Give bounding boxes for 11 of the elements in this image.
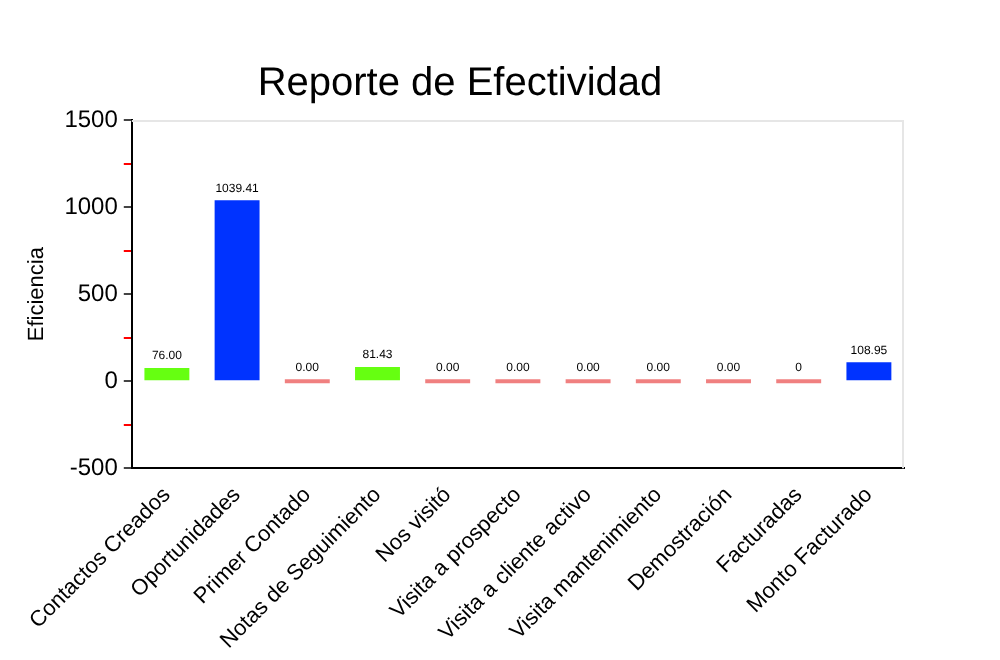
- y-tick-label: 0: [104, 365, 119, 394]
- y-axis-title: Eficiencia: [25, 245, 50, 342]
- chart-title: Reporte de Efectividad: [257, 61, 663, 106]
- bar: [214, 200, 260, 381]
- y-tick-label: 500: [77, 278, 119, 307]
- bar: [846, 362, 892, 381]
- y-tick-label: 1000: [64, 191, 119, 220]
- bar: [144, 367, 190, 381]
- y-tick-label: 1500: [64, 104, 119, 133]
- y-tick-label: -500: [69, 452, 119, 481]
- bar: [355, 367, 400, 381]
